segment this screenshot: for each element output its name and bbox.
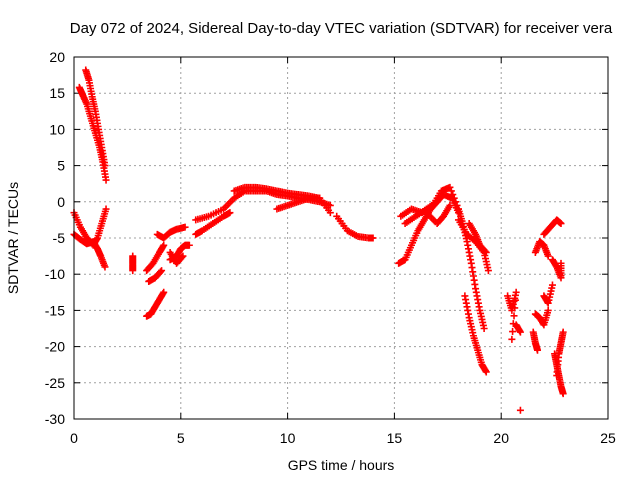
data-series-arc-f [145, 267, 166, 285]
data-point [181, 223, 189, 231]
data-series-arc-t [422, 201, 454, 228]
data-series-arc-ab [529, 328, 542, 354]
data-point [178, 253, 186, 261]
data-series-arc-p [333, 212, 377, 242]
data-point [534, 346, 542, 354]
data-series-arc-v [461, 292, 490, 376]
data-point [453, 201, 461, 209]
data-point [544, 306, 552, 314]
data-point [509, 328, 517, 336]
data-points [70, 66, 567, 414]
data-point [480, 325, 488, 332]
data-point [512, 288, 520, 296]
data-point [559, 390, 567, 398]
data-series-arc-g [143, 288, 168, 320]
data-series-arc-y [504, 288, 520, 343]
y-tick-label: -30 [45, 411, 65, 427]
data-point [508, 335, 516, 343]
data-point [511, 304, 519, 312]
data-point [516, 406, 524, 414]
data-point [447, 187, 455, 195]
data-series-arc-ai [553, 328, 567, 380]
data-series-arc-ae [540, 216, 565, 238]
data-point [226, 209, 234, 217]
data-series-arc-i [153, 223, 189, 242]
data-series-arc-l [192, 209, 234, 238]
data-point [482, 248, 490, 256]
data-point [185, 241, 193, 249]
x-tick-label: 5 [177, 430, 185, 446]
data-point [102, 205, 110, 213]
data-point [510, 312, 518, 320]
data-point [481, 247, 489, 255]
y-tick-label: -20 [45, 339, 65, 355]
data-point [179, 252, 187, 260]
data-point [157, 268, 165, 276]
data-point [446, 201, 454, 209]
x-tick-label: 15 [387, 430, 403, 446]
data-point [559, 328, 567, 336]
data-point [129, 267, 137, 275]
data-point [511, 296, 519, 304]
data-point [101, 162, 109, 170]
y-tick-label: 0 [57, 194, 65, 210]
y-tick-label: 5 [57, 158, 65, 174]
y-tick-label: -15 [45, 302, 65, 318]
data-series-arc-aa [516, 406, 524, 414]
data-point [446, 183, 454, 191]
chart-title: Day 072 of 2024, Sidereal Day-to-day VTE… [70, 20, 613, 37]
y-tick-label: 10 [49, 121, 65, 137]
y-tick-label: -5 [53, 230, 66, 246]
data-series-arc-k [166, 248, 187, 267]
plot-frame [73, 56, 609, 420]
data-point [326, 209, 334, 217]
data-point [158, 267, 166, 275]
data-point [482, 368, 490, 376]
data-series-arc-ad [531, 238, 552, 260]
y-tick-label: 15 [49, 85, 65, 101]
axis-ticks: 0 5 10 15 20 25 20 15 10 5 0 -5 -10 -15 -20 -25 -30 [45, 49, 616, 446]
x-axis-label: GPS time / hours [288, 457, 395, 473]
data-series-arc-o [273, 194, 334, 217]
data-point [160, 288, 168, 296]
x-tick-label: 20 [493, 430, 509, 446]
data-series-arc-b [82, 66, 109, 170]
x-tick-label: 0 [70, 430, 78, 446]
data-series-arc-z [512, 321, 524, 336]
data-point [369, 234, 377, 242]
data-point [450, 194, 458, 202]
data-series-arc-h [143, 241, 168, 275]
data-point [101, 263, 109, 271]
data-series-arc-m [192, 187, 334, 224]
x-tick-label: 10 [280, 430, 296, 446]
data-point [516, 328, 524, 336]
data-point [557, 220, 565, 228]
y-tick-label: -10 [45, 266, 65, 282]
data-series-arc-x [465, 220, 490, 256]
y-axis-label: SDTVAR / TECUs [5, 182, 21, 294]
grid [74, 57, 608, 419]
data-series-arc-af [540, 281, 556, 307]
data-point [160, 241, 168, 249]
data-series-arc-d [70, 230, 109, 271]
data-point [102, 176, 110, 184]
y-tick-label: -25 [45, 375, 65, 391]
data-series-arc-ag [548, 256, 565, 282]
data-point [452, 198, 460, 206]
data-point [557, 259, 565, 267]
data-point [449, 191, 457, 199]
data-series-arc-ac [531, 306, 552, 329]
data-point [548, 281, 556, 289]
data-point [484, 267, 492, 275]
x-tick-label: 25 [600, 430, 616, 446]
y-tick-label: 20 [49, 49, 65, 65]
data-series-arc-e [129, 252, 137, 275]
data-point [544, 252, 552, 260]
